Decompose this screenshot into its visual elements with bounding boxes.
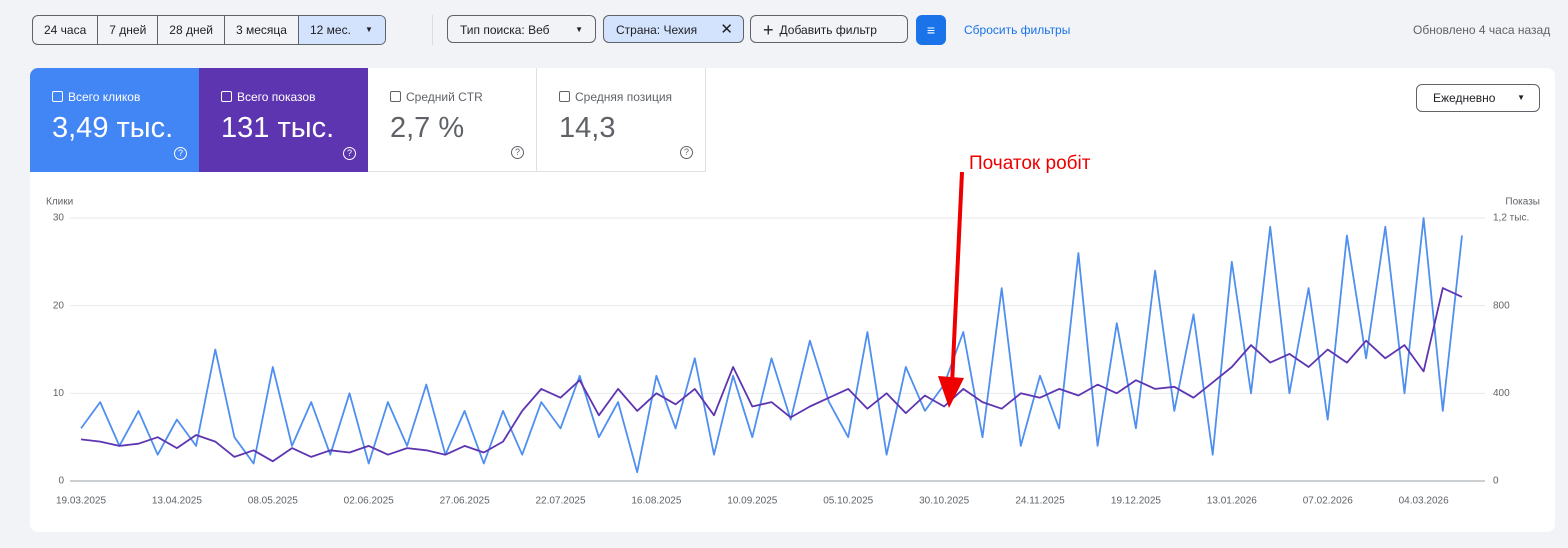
metric-label: Средний CTR [406, 90, 483, 104]
y-tick-label: 20 [53, 300, 65, 311]
period-label: 12 мес. [309, 23, 351, 37]
add-filter-label: Добавить фильтр [779, 23, 877, 37]
dropdown-icon: ▼ [365, 25, 373, 34]
x-tick-label: 07.02.2026 [1303, 496, 1353, 507]
remove-icon[interactable]: ✕ [720, 21, 733, 38]
metric-title: Всего показов [221, 90, 368, 104]
filter-settings-button[interactable]: ≡ [916, 15, 946, 45]
x-tick-label: 08.05.2025 [248, 496, 298, 507]
help-icon[interactable]: ? [343, 147, 356, 160]
metric-value: 131 тыс. [221, 112, 335, 144]
x-tick-label: 02.06.2025 [344, 496, 394, 507]
checkbox[interactable] [52, 91, 63, 102]
x-tick-label: 10.09.2025 [727, 496, 777, 507]
period-selector: 24 часа 7 дней 28 дней 3 месяца 12 мес. ▼ [32, 15, 386, 45]
x-tick-label: 30.10.2025 [919, 496, 969, 507]
y-tick-label: 30 [53, 213, 65, 224]
annotation-arrowhead [938, 376, 964, 408]
granularity-label: Ежедневно [1433, 91, 1496, 105]
annotation: Початок робіт [969, 153, 1091, 174]
updated-note: Обновлено 4 часа назад [1413, 23, 1551, 37]
dropdown-icon: ▼ [575, 25, 583, 34]
x-tick-label: 19.12.2025 [1111, 496, 1161, 507]
period-button[interactable]: 3 месяца [223, 16, 298, 44]
x-tick-label: 16.08.2025 [631, 496, 681, 507]
y-tick-label: 10 [53, 388, 65, 399]
checkbox[interactable] [390, 91, 401, 102]
period-button[interactable]: 24 часа [44, 23, 87, 37]
plus-icon: + [763, 20, 774, 40]
x-tick-label: 24.11.2025 [1015, 496, 1065, 507]
period-button[interactable]: 12 мес. ▼ [297, 16, 385, 44]
filter-chip[interactable]: Тип поиска: Веб ▼ [447, 15, 596, 43]
y2-tick-label: 400 [1493, 388, 1510, 399]
checkbox[interactable] [221, 91, 232, 102]
metric-title: Всего кликов [52, 90, 199, 104]
metric-card[interactable]: Средний CTR 2,7 %? [368, 68, 537, 172]
series-line [80, 217, 1463, 474]
filter-label: Тип поиска: Веб [460, 23, 550, 37]
metric-label: Средняя позиция [575, 90, 673, 104]
metric-title: Средняя позиция [559, 90, 705, 104]
dropdown-icon: ▼ [1517, 93, 1525, 102]
metric-title: Средний CTR [390, 90, 536, 104]
x-tick-label: 22.07.2025 [535, 496, 585, 507]
metric-value: 14,3 [559, 112, 616, 144]
metric-value: 2,7 % [390, 112, 465, 144]
help-icon[interactable]: ? [174, 147, 187, 160]
x-tick-label: 13.01.2026 [1207, 496, 1257, 507]
add-filter-button[interactable]: + Добавить фильтр [750, 15, 908, 43]
x-tick-label: 05.10.2025 [823, 496, 873, 507]
granularity-select[interactable]: Ежедневно ▼ [1416, 84, 1540, 112]
x-tick-label: 27.06.2025 [440, 496, 490, 507]
x-tick-label: 13.04.2025 [152, 496, 202, 507]
help-icon[interactable]: ? [511, 146, 524, 159]
metric-card[interactable]: Средняя позиция 14,3? [537, 68, 706, 172]
filter-label: Страна: Чехия [616, 23, 698, 37]
y2-tick-label: 0 [1493, 476, 1499, 487]
divider [432, 15, 433, 45]
x-tick-label: 19.03.2025 [56, 496, 106, 507]
metric-card[interactable]: Всего показов 131 тыс.? [199, 68, 368, 172]
filter-chip[interactable]: Страна: Чехия ✕ [603, 15, 744, 43]
metric-value: 3,49 тыс. [52, 112, 174, 144]
reset-filters-link[interactable]: Сбросить фильтры [964, 23, 1071, 37]
y2-tick-label: 1,2 тыс. [1493, 213, 1529, 224]
y-tick-label: 0 [58, 476, 64, 487]
x-tick-label: 04.03.2026 [1399, 496, 1449, 507]
annotation-arrow [950, 171, 964, 386]
y2-axis-title: Показы [1505, 197, 1540, 208]
series-line [80, 287, 1463, 463]
period-button[interactable]: 7 дней [97, 16, 157, 44]
help-icon[interactable]: ? [680, 146, 693, 159]
metric-card[interactable]: Всего кликов 3,49 тыс.? [30, 68, 199, 172]
metric-label: Всего кликов [68, 90, 141, 104]
y2-tick-label: 800 [1493, 300, 1510, 311]
checkbox[interactable] [559, 91, 570, 102]
metric-label: Всего показов [237, 90, 316, 104]
period-button[interactable]: 28 дней [157, 16, 224, 44]
y-axis-title: Клики [46, 197, 73, 208]
